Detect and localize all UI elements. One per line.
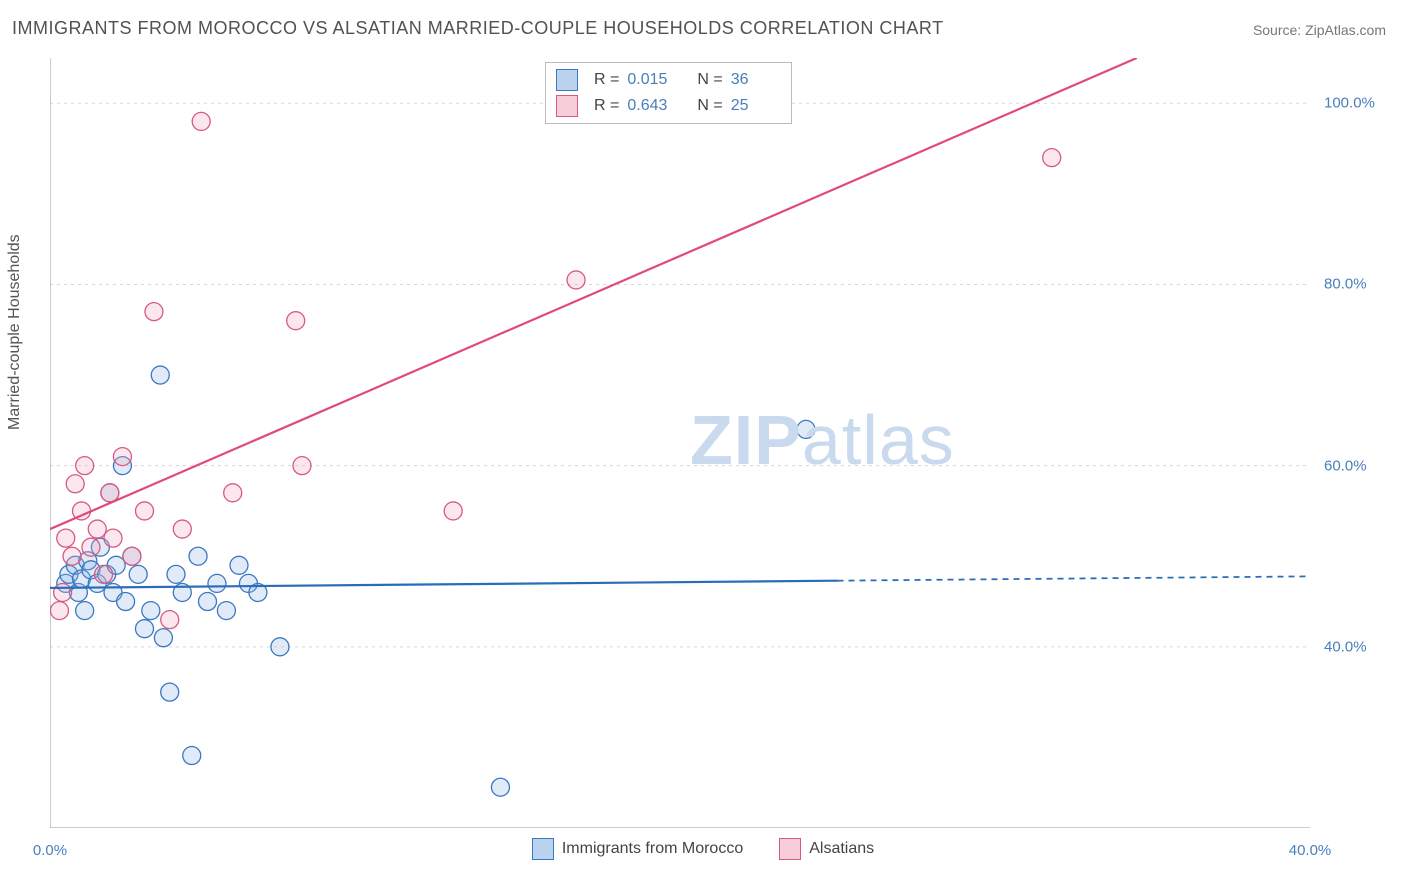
watermark-bold: ZIP	[690, 401, 802, 479]
chart-title: IMMIGRANTS FROM MOROCCO VS ALSATIAN MARR…	[12, 18, 944, 39]
legend-r-value: 0.643	[627, 97, 677, 115]
legend-r-label: R =	[594, 97, 619, 115]
y-tick-label: 100.0%	[1324, 95, 1375, 112]
series-legend-label: Alsatians	[809, 840, 874, 858]
series-legend-item: Immigrants from Morocco	[532, 838, 743, 860]
watermark-rest: atlas	[802, 401, 955, 479]
legend-r-value: 0.015	[627, 71, 677, 89]
legend-swatch	[556, 95, 578, 117]
legend-n-label: N =	[697, 97, 722, 115]
scatter-plot	[50, 58, 1310, 828]
watermark: ZIPatlas	[690, 400, 955, 480]
y-tick-label: 60.0%	[1324, 457, 1367, 474]
legend-swatch	[532, 838, 554, 860]
y-tick-label: 80.0%	[1324, 276, 1367, 293]
series-legend: Immigrants from Morocco Alsatians	[0, 838, 1406, 865]
legend-r-label: R =	[594, 71, 619, 89]
y-axis-label: Married-couple Households	[6, 234, 24, 430]
source-label: Source: ZipAtlas.com	[1253, 22, 1386, 38]
legend-n-value: 36	[731, 71, 781, 89]
y-tick-label: 40.0%	[1324, 638, 1367, 655]
series-legend-label: Immigrants from Morocco	[562, 840, 743, 858]
chart-container: IMMIGRANTS FROM MOROCCO VS ALSATIAN MARR…	[0, 0, 1406, 892]
legend-n-label: N =	[697, 71, 722, 89]
legend-n-value: 25	[731, 97, 781, 115]
legend-swatch	[556, 69, 578, 91]
legend-row: R = 0.015 N = 36	[556, 67, 781, 93]
legend-swatch	[779, 838, 801, 860]
series-legend-item: Alsatians	[779, 838, 874, 860]
correlation-legend: R = 0.015 N = 36R = 0.643 N = 25	[545, 62, 792, 124]
legend-row: R = 0.643 N = 25	[556, 93, 781, 119]
